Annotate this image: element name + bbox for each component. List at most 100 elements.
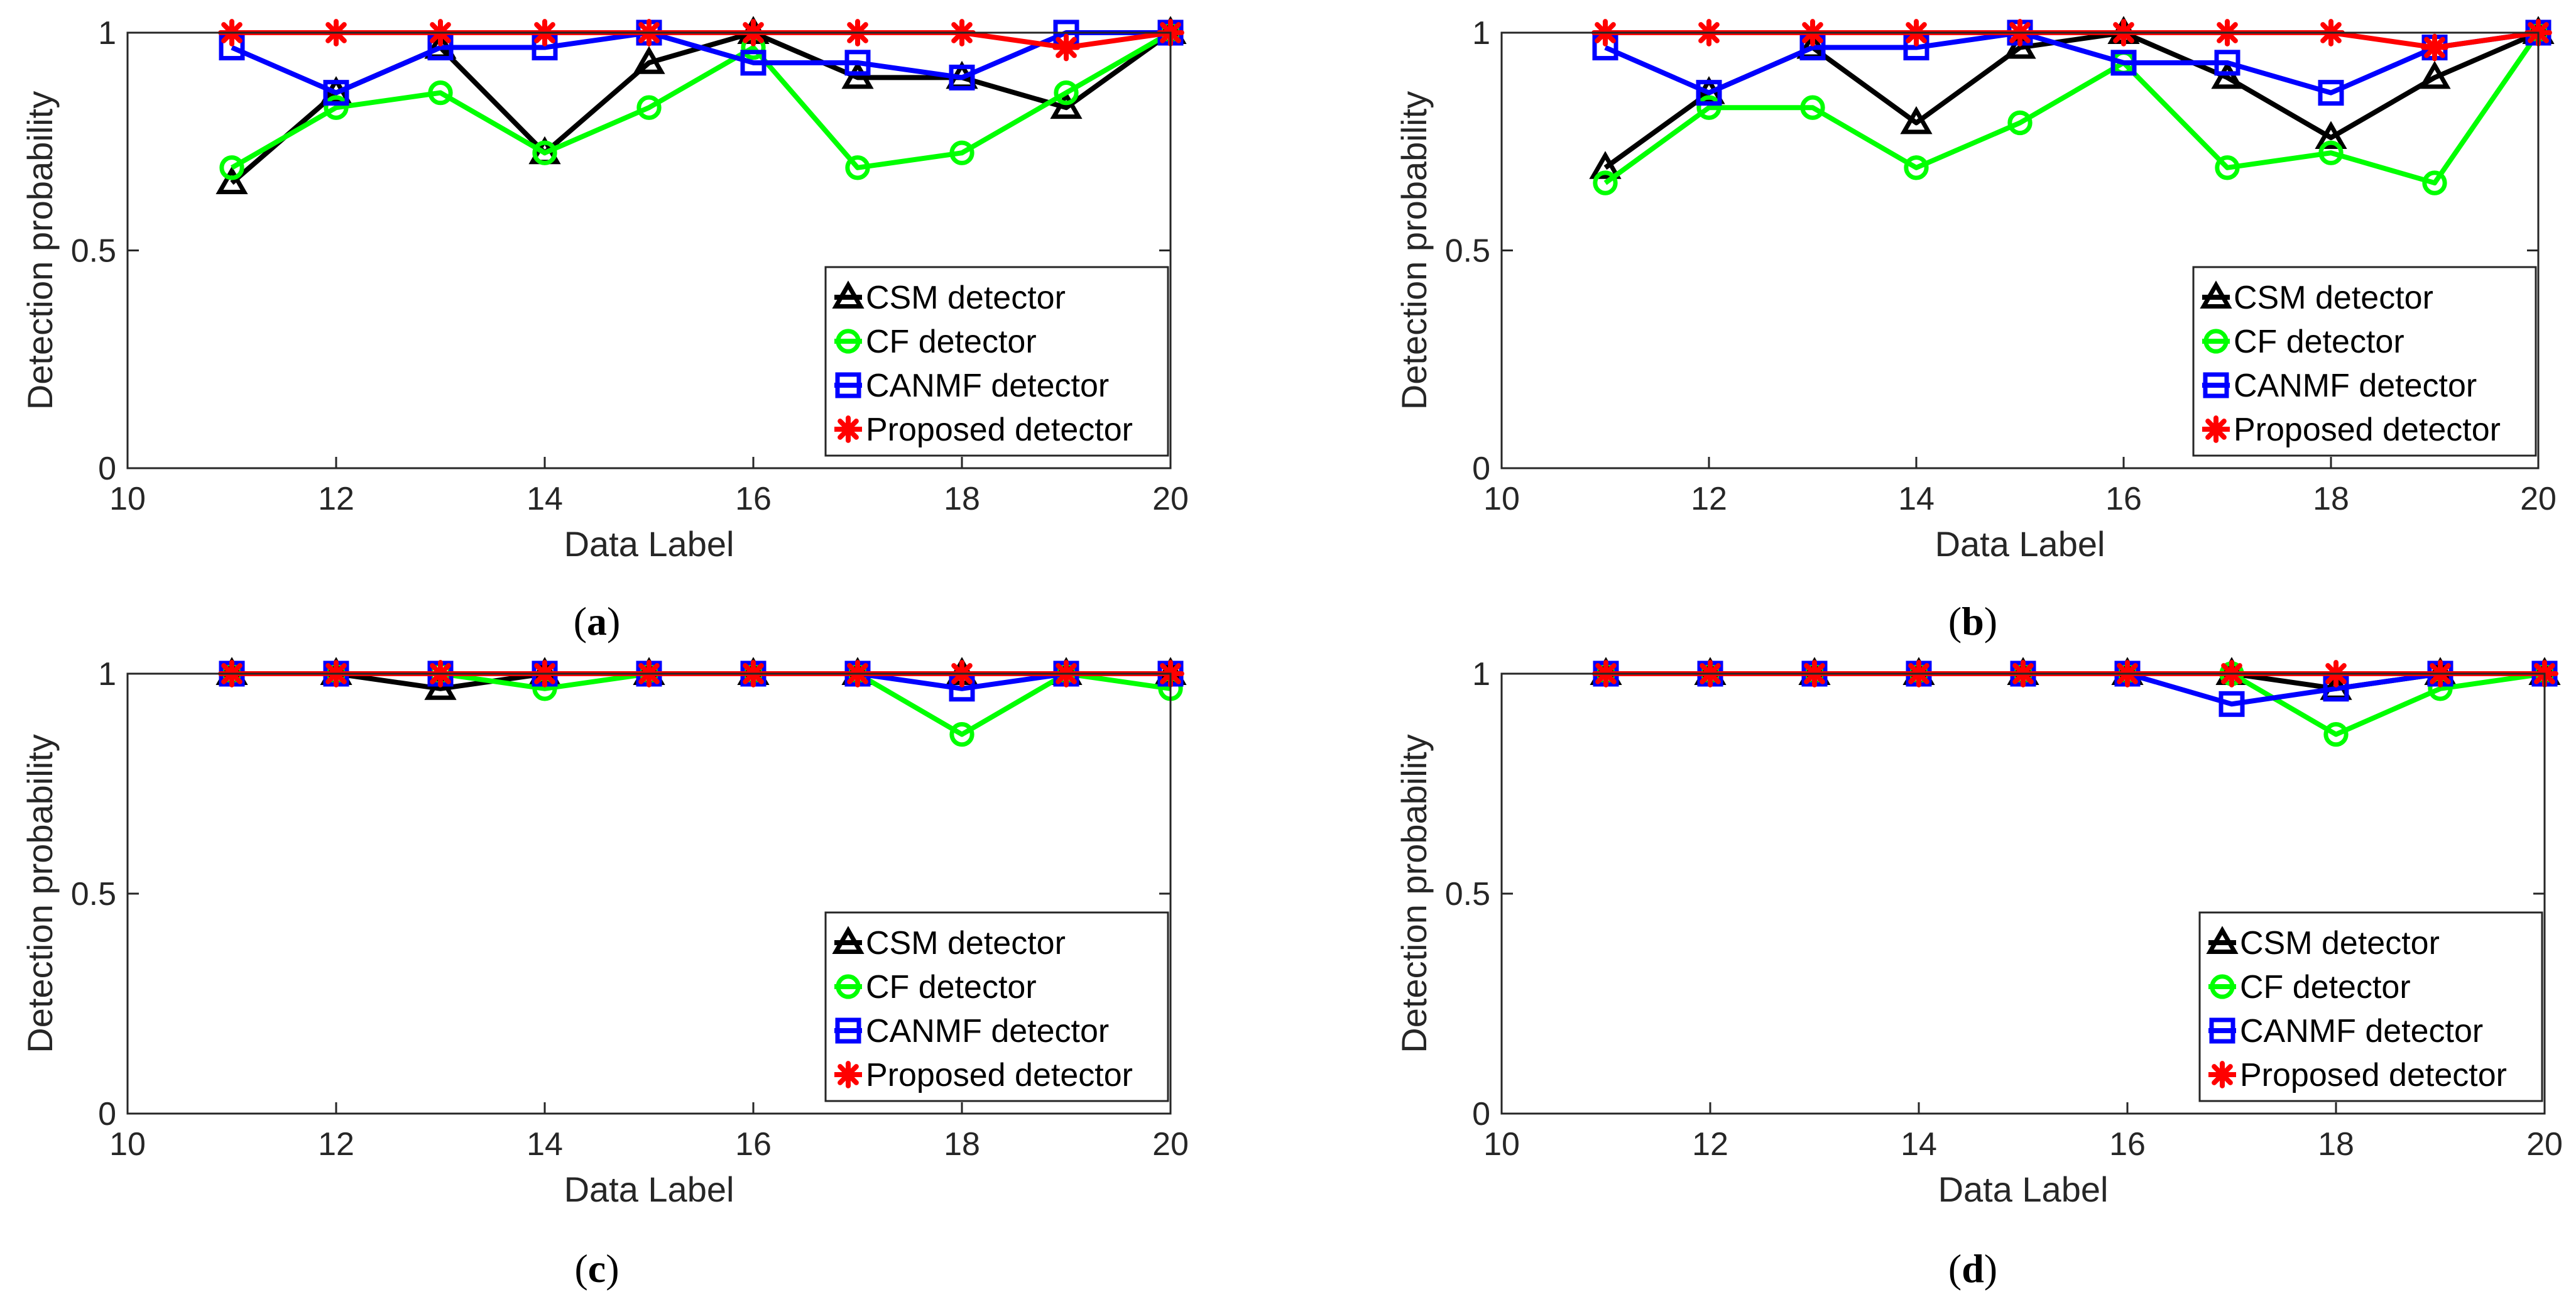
x-tick-label: 16: [735, 1126, 772, 1163]
cf-detector-circle-marker: [2215, 155, 2240, 180]
chart-panel-d: 0 0.5 1 10 12 14 16 18 20 Data Label Detection pro…: [1394, 656, 2563, 1291]
y-axis-title: Detection probability: [1394, 91, 1434, 410]
csm-detector-triangle-marker: [1900, 106, 1933, 134]
caption-letter: b: [1962, 599, 1984, 644]
x-tick-label: 18: [2313, 481, 2349, 517]
csm-detector-triangle-marker: [841, 60, 874, 89]
legend-csm-detector-triangle-marker: [2200, 280, 2232, 309]
x-tick-label: 18: [944, 1126, 980, 1163]
legend-canmf-detector-square-marker: [2203, 372, 2229, 398]
cf-detector-circle-marker: [949, 140, 974, 165]
x-tick-label: 20: [1152, 481, 1189, 517]
caption-letter: d: [1962, 1246, 1984, 1291]
caption-open-paren: (: [1948, 1246, 1962, 1291]
panel-caption: (a): [574, 599, 621, 644]
y-axis-title: Detection probability: [1394, 734, 1434, 1053]
y-tick-label: 1: [1472, 656, 1490, 693]
x-tick-label: 14: [527, 1126, 563, 1163]
y-tick-label: 0.5: [1445, 233, 1490, 270]
csm-detector-triangle-marker: [2418, 60, 2451, 89]
caption-open-paren: (: [574, 1246, 587, 1291]
canmf-detector-square-marker: [323, 80, 349, 106]
cf-detector-circle-marker: [2318, 140, 2344, 165]
x-tick-label: 12: [318, 1126, 354, 1163]
csm-detector-triangle-marker: [2004, 30, 2036, 59]
legend-canmf-detector-square-marker: [835, 372, 861, 398]
legend-item-cf-detector: CF detector: [2208, 969, 2411, 1005]
legend-cf-detector-circle-marker: [2210, 974, 2235, 999]
proposed-detector-asterisk-marker: [1052, 33, 1080, 62]
cf-detector-line: [1603, 31, 2541, 186]
caption-open-paren: (: [1948, 599, 1962, 644]
asterisk-stroke: [838, 419, 859, 440]
caption-close-paren: ): [1984, 1246, 1997, 1291]
legend-label: Proposed detector: [2240, 1057, 2507, 1093]
panel-caption: (b): [1948, 599, 1997, 644]
caption-close-paren: ): [1984, 599, 1997, 644]
legend-label: CF detector: [866, 324, 1037, 360]
y-tick-label: 0.5: [1445, 876, 1490, 912]
x-tick-label: 16: [735, 481, 772, 517]
x-tick-label: 18: [2318, 1126, 2354, 1163]
legend-canmf-detector-square-marker: [2209, 1017, 2235, 1044]
y-tick-label: 0: [98, 451, 116, 487]
legend-box: [2192, 266, 2537, 457]
csm-detector-triangle-marker: [424, 672, 457, 700]
y-tick-label: 1: [98, 656, 116, 693]
legend-item-csm-detector: CSM detector: [832, 280, 1066, 316]
cf-detector-circle-marker: [1593, 170, 1618, 195]
x-tick-label: 10: [1483, 481, 1520, 517]
cf-detector-circle-marker: [428, 80, 453, 106]
asterisk-stroke: [838, 1064, 859, 1085]
x-axis-title: Data Label: [564, 524, 734, 564]
legend-box: [824, 911, 1169, 1102]
y-tick-label: 0: [98, 1096, 116, 1132]
canmf-detector-square-marker: [844, 50, 871, 76]
x-tick-label: 10: [109, 481, 146, 517]
legend-label: CSM detector: [866, 280, 1066, 316]
axes-box: [126, 672, 1172, 1115]
asterisk-stroke: [2212, 1064, 2233, 1085]
cf-detector-circle-marker: [2007, 110, 2033, 136]
canmf-detector-line: [231, 30, 1171, 96]
legend: CSM detector CF detector CANMF detector Pro…: [824, 911, 1169, 1102]
legend-item-csm-detector: CSM detector: [2206, 925, 2440, 962]
series-cf-detector: [219, 20, 1183, 180]
x-tick-label: 20: [2520, 481, 2557, 517]
axes-box: [1500, 672, 2546, 1115]
legend-label: CANMF detector: [2240, 1013, 2483, 1049]
cf-detector-circle-marker: [1800, 95, 1825, 120]
legend-item-proposed-detector: Proposed detector: [834, 412, 1133, 448]
legend-proposed-detector-asterisk-marker: [2202, 415, 2230, 443]
cf-detector-circle-marker: [636, 95, 662, 120]
legend-csm-detector-triangle-marker: [832, 926, 865, 954]
cf-detector-circle-marker: [532, 140, 557, 165]
legend-proposed-detector-asterisk-marker: [834, 415, 862, 443]
legend-item-cf-detector: CF detector: [834, 969, 1037, 1005]
y-axis-title: Detection probability: [20, 734, 60, 1053]
x-tick-label: 12: [1691, 481, 1727, 517]
asterisk-stroke: [1056, 36, 1077, 58]
legend-csm-detector-triangle-marker: [2206, 926, 2239, 954]
x-tick-label: 14: [527, 481, 563, 517]
y-axis-title: Detection probability: [20, 91, 60, 410]
legend-label: CANMF detector: [2234, 368, 2477, 404]
chart-panel-c: 0 0.5 1 10 12 14 16 18 20 Data Label Detection pro…: [20, 656, 1189, 1291]
legend-item-csm-detector: CSM detector: [2200, 280, 2433, 316]
legend-cf-detector-circle-marker: [2203, 329, 2229, 354]
legend-cf-detector-circle-marker: [836, 974, 861, 999]
x-tick-label: 16: [2109, 1126, 2146, 1163]
x-axis-title: Data Label: [1938, 1170, 2109, 1209]
legend-item-proposed-detector: Proposed detector: [834, 1057, 1133, 1093]
asterisk-stroke: [2424, 36, 2445, 58]
cf-detector-circle-marker: [2323, 721, 2349, 747]
canmf-detector-square-marker: [949, 64, 975, 90]
x-axis-title: Data Label: [1935, 524, 2105, 564]
legend-item-cf-detector: CF detector: [2202, 324, 2404, 360]
asterisk-stroke: [2205, 419, 2227, 440]
cf-detector-line: [231, 30, 1172, 170]
axes-box: [1500, 31, 2540, 469]
cf-detector-circle-marker: [2422, 170, 2447, 195]
x-tick-label: 12: [1692, 1126, 1728, 1163]
